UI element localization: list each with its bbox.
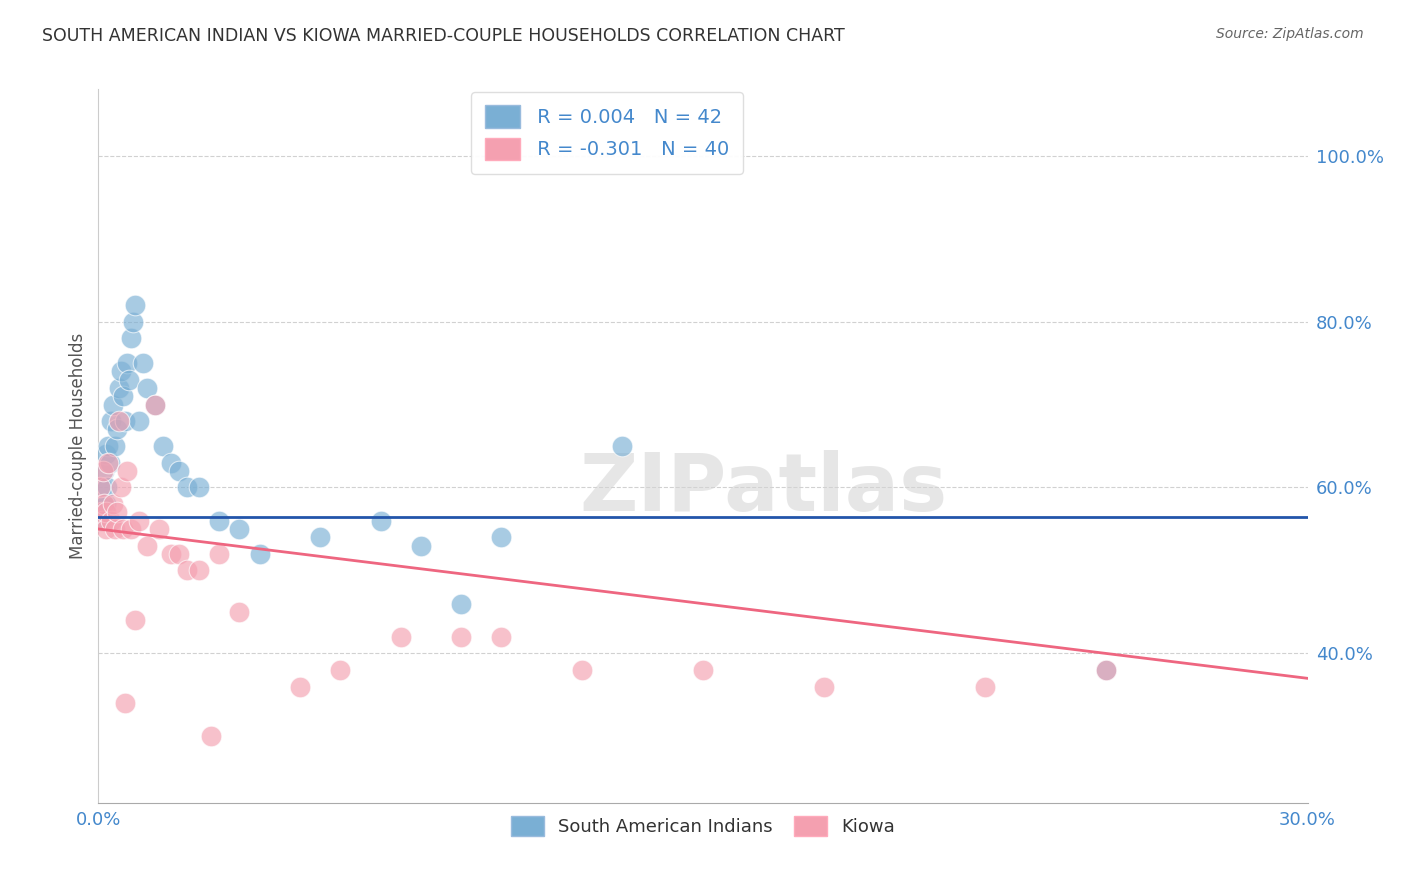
Point <box>974 680 997 694</box>
Point <box>176 564 198 578</box>
Point <box>110 481 132 495</box>
Point <box>160 547 183 561</box>
Legend: South American Indians, Kiowa: South American Indians, Kiowa <box>501 805 905 847</box>
Point <box>115 464 138 478</box>
Point <box>103 522 125 536</box>
Point <box>135 381 157 395</box>
Point <box>208 514 231 528</box>
Point <box>98 456 121 470</box>
Point <box>111 389 134 403</box>
Point <box>94 447 117 461</box>
Point <box>176 481 198 495</box>
Point <box>370 514 392 528</box>
Point <box>1095 663 1118 677</box>
Point <box>132 356 155 370</box>
Point <box>91 514 114 528</box>
Point <box>450 597 472 611</box>
Point <box>491 630 513 644</box>
Point <box>107 414 129 428</box>
Point <box>93 497 115 511</box>
Point <box>1095 663 1118 677</box>
Point <box>148 522 170 536</box>
Point <box>91 497 114 511</box>
Point <box>90 505 112 519</box>
Point <box>143 397 166 411</box>
Point <box>118 373 141 387</box>
Point <box>111 522 134 536</box>
Point <box>491 530 513 544</box>
Point <box>110 364 132 378</box>
Point <box>105 505 128 519</box>
Point <box>115 356 138 370</box>
Point <box>160 456 183 470</box>
Point <box>124 298 146 312</box>
Point <box>128 414 150 428</box>
Point <box>101 497 124 511</box>
Point <box>813 680 835 694</box>
Point <box>120 331 142 345</box>
Point <box>89 514 111 528</box>
Point <box>96 505 118 519</box>
Point <box>121 314 143 328</box>
Point <box>450 630 472 644</box>
Point <box>120 522 142 536</box>
Point <box>96 481 118 495</box>
Point <box>107 381 129 395</box>
Point <box>152 439 174 453</box>
Point <box>97 456 120 470</box>
Point <box>100 514 122 528</box>
Point <box>97 439 120 453</box>
Point <box>167 547 190 561</box>
Point <box>571 663 593 677</box>
Point <box>200 730 222 744</box>
Y-axis label: Married-couple Households: Married-couple Households <box>69 333 87 559</box>
Point <box>167 464 190 478</box>
Point <box>114 414 136 428</box>
Point <box>389 630 412 644</box>
Point <box>309 530 332 544</box>
Point <box>90 505 112 519</box>
Text: SOUTH AMERICAN INDIAN VS KIOWA MARRIED-COUPLE HOUSEHOLDS CORRELATION CHART: SOUTH AMERICAN INDIAN VS KIOWA MARRIED-C… <box>42 27 845 45</box>
Point <box>612 439 634 453</box>
Point <box>128 514 150 528</box>
Point <box>143 397 166 411</box>
Point <box>103 439 125 453</box>
Point <box>91 481 114 495</box>
Point <box>249 547 271 561</box>
Point <box>105 422 128 436</box>
Point <box>288 680 311 694</box>
Point <box>188 481 211 495</box>
Point <box>91 464 114 478</box>
Text: ZIPatlas: ZIPatlas <box>579 450 948 528</box>
Point <box>93 464 115 478</box>
Point <box>100 414 122 428</box>
Point <box>94 522 117 536</box>
Point <box>101 397 124 411</box>
Point <box>228 605 250 619</box>
Point <box>692 663 714 677</box>
Point <box>96 497 118 511</box>
Point <box>135 539 157 553</box>
Point <box>228 522 250 536</box>
Text: Source: ZipAtlas.com: Source: ZipAtlas.com <box>1216 27 1364 41</box>
Point <box>89 481 111 495</box>
Point <box>124 613 146 627</box>
Point <box>208 547 231 561</box>
Point <box>114 696 136 710</box>
Point <box>409 539 432 553</box>
Point <box>188 564 211 578</box>
Point <box>329 663 352 677</box>
